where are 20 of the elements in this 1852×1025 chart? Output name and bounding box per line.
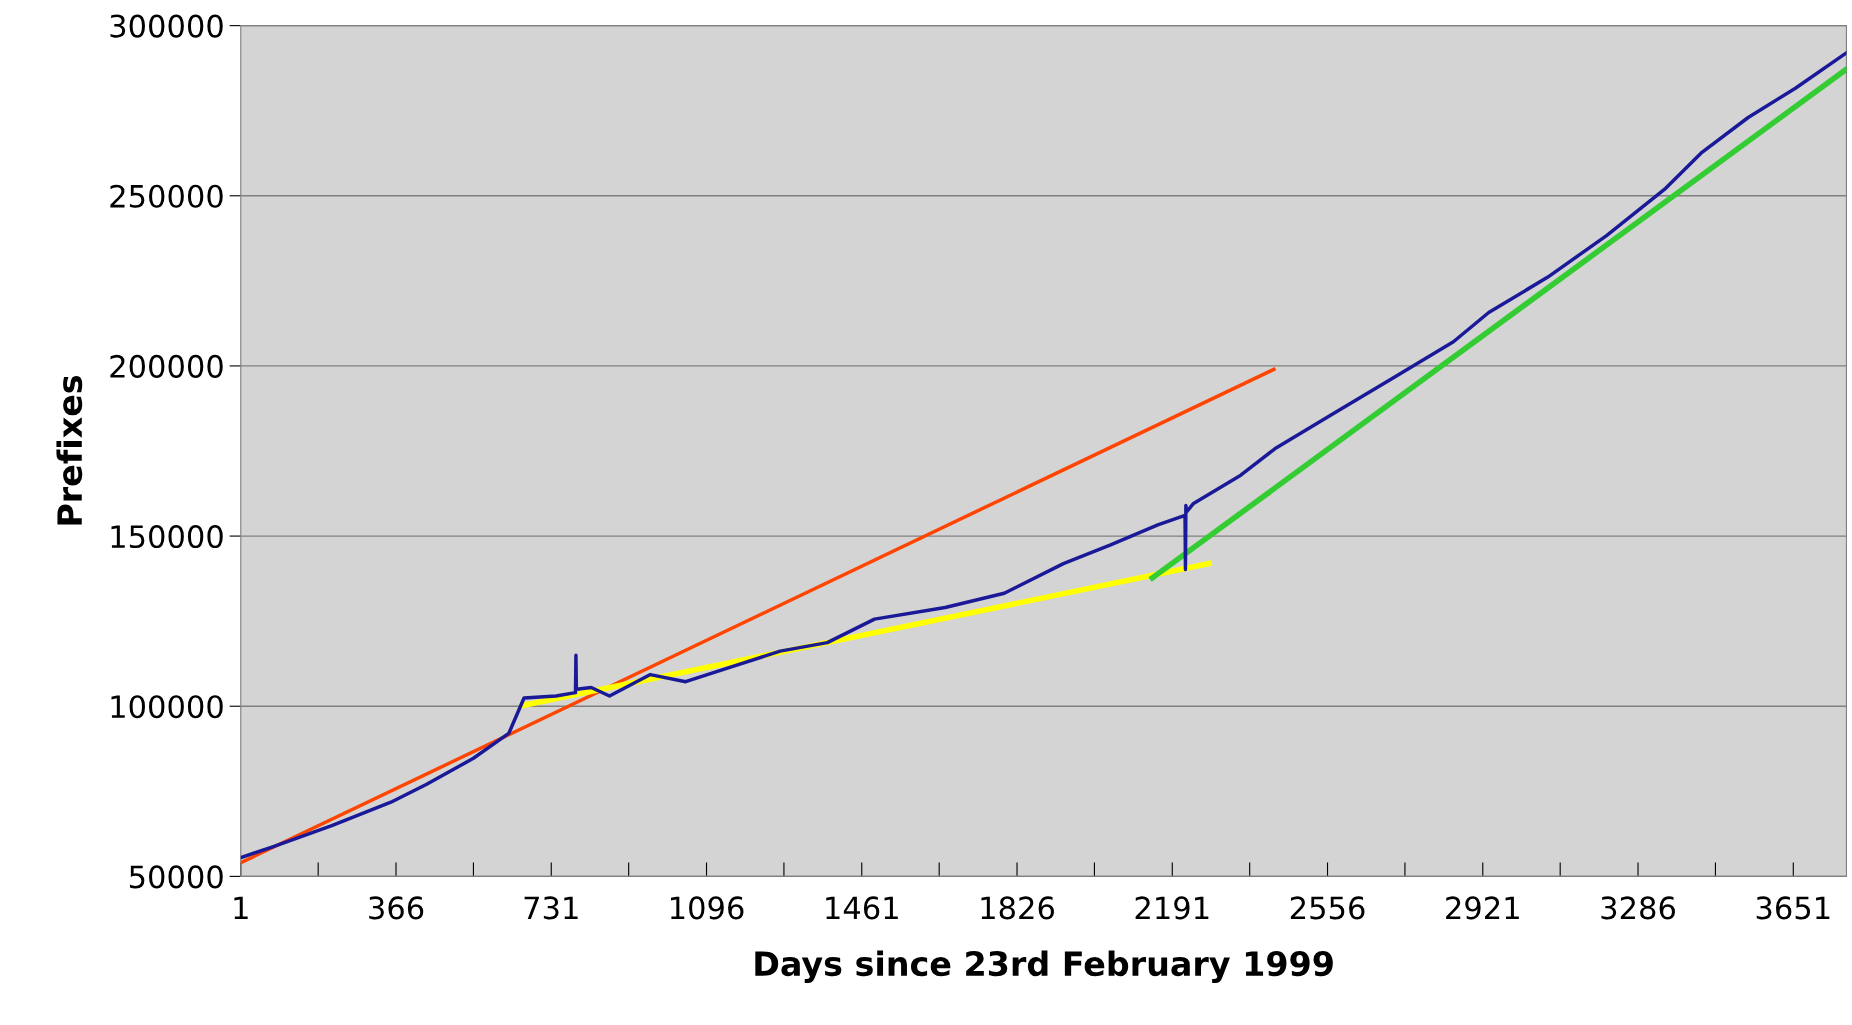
y-tick-label: 150000 bbox=[111, 525, 223, 549]
x-tick-label: 2921 bbox=[1446, 896, 1519, 920]
y-tick-label: 250000 bbox=[110, 184, 223, 208]
x-tick-label: 731 bbox=[524, 896, 578, 920]
x-axis-title: Days since 23rd February 1999 bbox=[755, 950, 1333, 983]
y-tick-label: 50000 bbox=[129, 865, 223, 889]
x-tick-label: 1461 bbox=[826, 896, 898, 920]
line-series bbox=[240, 51, 1847, 860]
x-tick-label: 1096 bbox=[670, 896, 744, 920]
y-axis-title: Prefixes bbox=[56, 375, 83, 525]
y-tick-label: 300000 bbox=[110, 14, 223, 38]
x-tick-label: 3286 bbox=[1601, 896, 1675, 920]
x-tick-label: 366 bbox=[369, 896, 424, 920]
x-tick-label: 2556 bbox=[1290, 896, 1365, 920]
y-tick-label: 200000 bbox=[110, 354, 223, 378]
x-tick-label: 1826 bbox=[981, 896, 1054, 920]
x-tick-label: 3651 bbox=[1756, 896, 1830, 920]
y-tick-label: 100000 bbox=[111, 695, 223, 719]
x-tick-label: 2191 bbox=[1135, 896, 1209, 920]
x-tick-label: 1 bbox=[234, 896, 248, 920]
